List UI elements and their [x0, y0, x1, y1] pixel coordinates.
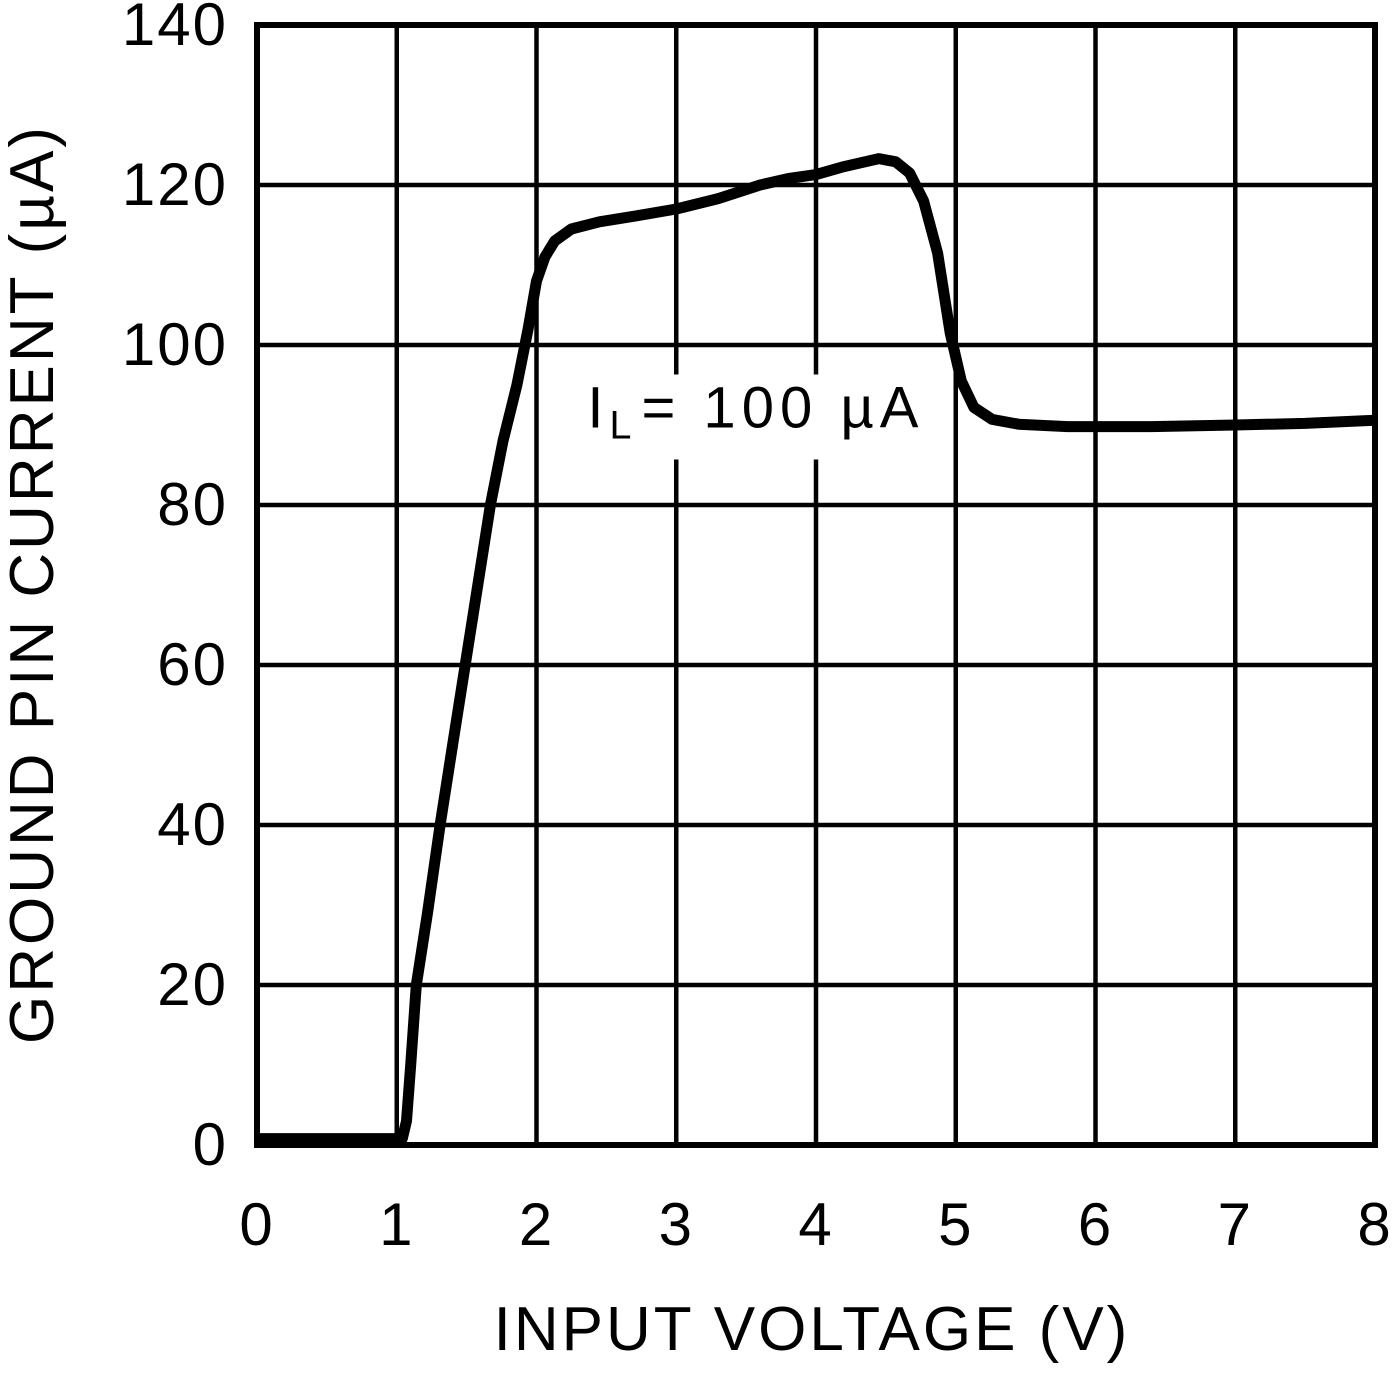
y-tick-label: 80 — [157, 471, 228, 538]
x-tick-label: 0 — [239, 1191, 275, 1258]
y-tick-label: 120 — [121, 151, 228, 218]
x-axis-title: INPUT VOLTAGE (V) — [493, 1295, 1131, 1364]
load-current-annotation: IL = 100 µA — [569, 374, 943, 460]
x-tick-label: 8 — [1357, 1191, 1393, 1258]
annotation-symbol: I — [587, 375, 610, 441]
y-tick-label: 100 — [121, 311, 228, 378]
y-tick-label: 0 — [192, 1111, 228, 1178]
x-tick-label: 6 — [1077, 1191, 1114, 1258]
y-tick-label: 40 — [157, 791, 228, 858]
plot-border — [254, 22, 1378, 1148]
annotation-subscript: L — [609, 403, 632, 448]
x-tick-label: 2 — [518, 1191, 555, 1258]
y-axis-title: GROUND PIN CURRENT (µA) — [0, 124, 67, 1044]
y-tick-label: 60 — [157, 631, 228, 698]
y-tick-label: 20 — [157, 951, 228, 1018]
annotation-value: = 100 µA — [641, 375, 925, 441]
x-tick-label: 7 — [1217, 1191, 1253, 1258]
x-tick-label: 1 — [379, 1191, 415, 1258]
x-tick-label: 4 — [798, 1191, 834, 1258]
series-ground-pin-current-curve — [257, 153, 1376, 1145]
y-tick-label: 140 — [121, 0, 228, 58]
x-tick-label: 3 — [658, 1191, 694, 1258]
x-tick-label: 5 — [938, 1191, 974, 1258]
